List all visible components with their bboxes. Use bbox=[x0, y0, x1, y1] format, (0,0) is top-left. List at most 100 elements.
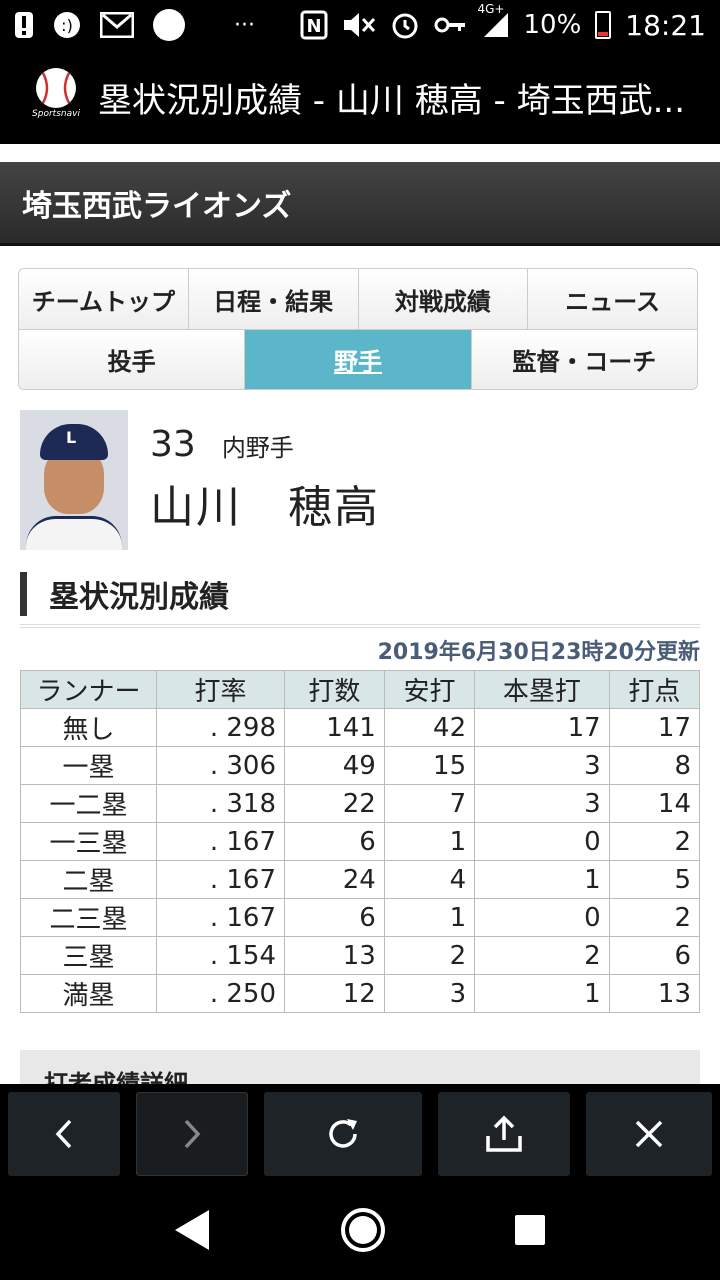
stat-cell: . 167 bbox=[156, 822, 285, 861]
square-recents-icon bbox=[515, 1215, 545, 1245]
stat-cell: . 318 bbox=[156, 784, 285, 823]
triangle-back-icon bbox=[175, 1210, 209, 1250]
nfc-icon: N bbox=[300, 10, 328, 40]
key-icon bbox=[434, 15, 466, 35]
stat-cell: 3 bbox=[474, 784, 610, 823]
status-bar: :) ··· N 4G+ 10% 18:21 bbox=[0, 0, 720, 50]
section-marker bbox=[20, 572, 27, 616]
tab-team-top[interactable]: チームトップ bbox=[19, 269, 189, 329]
stat-cell: 13 bbox=[608, 974, 701, 1013]
col-header-home-runs: 本塁打 bbox=[474, 670, 610, 709]
stat-cell: 0 bbox=[474, 898, 610, 937]
close-tab-button[interactable] bbox=[586, 1092, 712, 1176]
stat-cell: . 167 bbox=[156, 860, 285, 899]
stat-cell: . 250 bbox=[156, 974, 285, 1013]
table-row: 満塁. 250 12 3 1 13 bbox=[20, 974, 701, 1013]
section-title: 塁状況別成績 bbox=[49, 580, 229, 615]
player-name: 山川 穂高 bbox=[150, 482, 380, 533]
alert-icon bbox=[14, 11, 34, 39]
runner-situation: 満塁 bbox=[20, 974, 157, 1013]
logo-text: Sportsnavi bbox=[32, 109, 80, 119]
stat-cell: 1 bbox=[474, 860, 610, 899]
table-row: 二三塁. 167 6 1 0 2 bbox=[20, 898, 701, 937]
clock: 18:21 bbox=[625, 8, 706, 42]
table-row: 一三塁. 167 6 1 0 2 bbox=[20, 822, 701, 861]
updated-timestamp: 2019年6月30日23時20分更新 bbox=[377, 640, 700, 665]
nav-recents-button[interactable] bbox=[513, 1213, 547, 1251]
runner-situation: 二三塁 bbox=[20, 898, 157, 937]
share-button[interactable] bbox=[438, 1092, 570, 1176]
stat-cell: 12 bbox=[283, 974, 385, 1013]
player-card: L 33 内野手 山川 穂高 bbox=[20, 410, 700, 550]
stat-cell: 6 bbox=[283, 822, 385, 861]
tab-fielders[interactable]: 野手 bbox=[245, 330, 472, 389]
runner-situation: 一二塁 bbox=[20, 784, 157, 823]
network-type: 4G+ bbox=[477, 2, 505, 16]
back-icon bbox=[55, 1119, 72, 1149]
stat-cell: 2 bbox=[474, 936, 610, 975]
browser-toolbar bbox=[0, 1084, 720, 1184]
stat-cell: 0 bbox=[474, 822, 610, 861]
stat-cell: . 167 bbox=[156, 898, 285, 937]
svg-text:N: N bbox=[306, 16, 321, 37]
stat-cell: 6 bbox=[608, 936, 701, 975]
nav-row-2: 投手 野手 監督・コーチ bbox=[19, 329, 697, 389]
app-bar: Sportsnavi 塁状況別成績 - 山川 穂高 - 埼玉西武... bbox=[0, 50, 720, 144]
forward-button[interactable] bbox=[136, 1092, 248, 1176]
mail-icon bbox=[100, 12, 134, 38]
baseball-icon bbox=[36, 68, 76, 108]
home-circle-icon bbox=[341, 1208, 385, 1252]
stats-table: ランナー 打率 打数 安打 本塁打 打点 無し. 298 141 42 17 17 一塁.… bbox=[20, 670, 701, 1013]
stat-cell: 8 bbox=[608, 746, 701, 785]
table-row: 一塁. 306 49 15 3 8 bbox=[20, 746, 701, 785]
runner-situation: 一塁 bbox=[20, 746, 157, 785]
section-heading: 塁状況別成績 bbox=[20, 570, 700, 618]
stat-cell: . 306 bbox=[156, 746, 285, 785]
reload-button[interactable] bbox=[264, 1092, 422, 1176]
stat-cell: 141 bbox=[283, 708, 385, 747]
tab-coaches[interactable]: 監督・コーチ bbox=[471, 330, 697, 389]
nav-back-button[interactable] bbox=[173, 1208, 213, 1256]
stat-cell: 42 bbox=[383, 708, 476, 747]
stat-cell: 4 bbox=[383, 860, 476, 899]
sportsnavi-logo: Sportsnavi bbox=[28, 67, 84, 127]
table-row: 二塁. 167 24 4 1 5 bbox=[20, 860, 701, 899]
tab-news[interactable]: ニュース bbox=[528, 269, 697, 329]
stat-cell: . 298 bbox=[156, 708, 285, 747]
col-header-runner: ランナー bbox=[20, 670, 157, 709]
alarm-icon bbox=[390, 10, 420, 40]
stat-cell: 7 bbox=[383, 784, 476, 823]
col-header-hits: 安打 bbox=[383, 670, 476, 709]
stat-cell: 14 bbox=[608, 784, 701, 823]
stat-cell: 1 bbox=[474, 974, 610, 1013]
chat-icon: :) bbox=[52, 10, 82, 40]
runner-situation: 無し bbox=[20, 708, 157, 747]
reload-icon bbox=[329, 1119, 357, 1148]
nav-row-1: チームトップ 日程・結果 対戦成績 ニュース bbox=[19, 269, 697, 329]
tab-matchups[interactable]: 対戦成績 bbox=[358, 269, 529, 329]
stat-cell: 17 bbox=[474, 708, 610, 747]
stat-cell: 13 bbox=[283, 936, 385, 975]
stat-cell: . 154 bbox=[156, 936, 285, 975]
stat-cell: 2 bbox=[608, 822, 701, 861]
team-nav: チームトップ 日程・結果 対戦成績 ニュース 投手 野手 監督・コーチ bbox=[18, 268, 698, 390]
stat-cell: 3 bbox=[474, 746, 610, 785]
page-title: 塁状況別成績 - 山川 穂高 - 埼玉西武... bbox=[98, 80, 685, 121]
tab-pitchers[interactable]: 投手 bbox=[19, 330, 246, 389]
table-row: 無し. 298 141 42 17 17 bbox=[20, 708, 701, 747]
tab-schedule[interactable]: 日程・結果 bbox=[188, 269, 359, 329]
back-button[interactable] bbox=[8, 1092, 120, 1176]
table-row: 三塁. 154 13 2 2 6 bbox=[20, 936, 701, 975]
col-header-at-bats: 打数 bbox=[283, 670, 385, 709]
nav-home-button[interactable] bbox=[339, 1206, 387, 1258]
player-number: 33 bbox=[150, 424, 196, 465]
player-info: 33 内野手 山川 穂高 bbox=[150, 410, 380, 550]
system-nav-bar bbox=[0, 1184, 720, 1280]
table-row: 一二塁. 318 22 7 3 14 bbox=[20, 784, 701, 823]
stat-cell: 24 bbox=[283, 860, 385, 899]
runner-situation: 三塁 bbox=[20, 936, 157, 975]
share-icon bbox=[486, 1115, 522, 1152]
stat-cell: 49 bbox=[283, 746, 385, 785]
signal-icon: 4G+ bbox=[478, 3, 510, 39]
team-name: 埼玉西武ライオンズ bbox=[22, 188, 292, 224]
